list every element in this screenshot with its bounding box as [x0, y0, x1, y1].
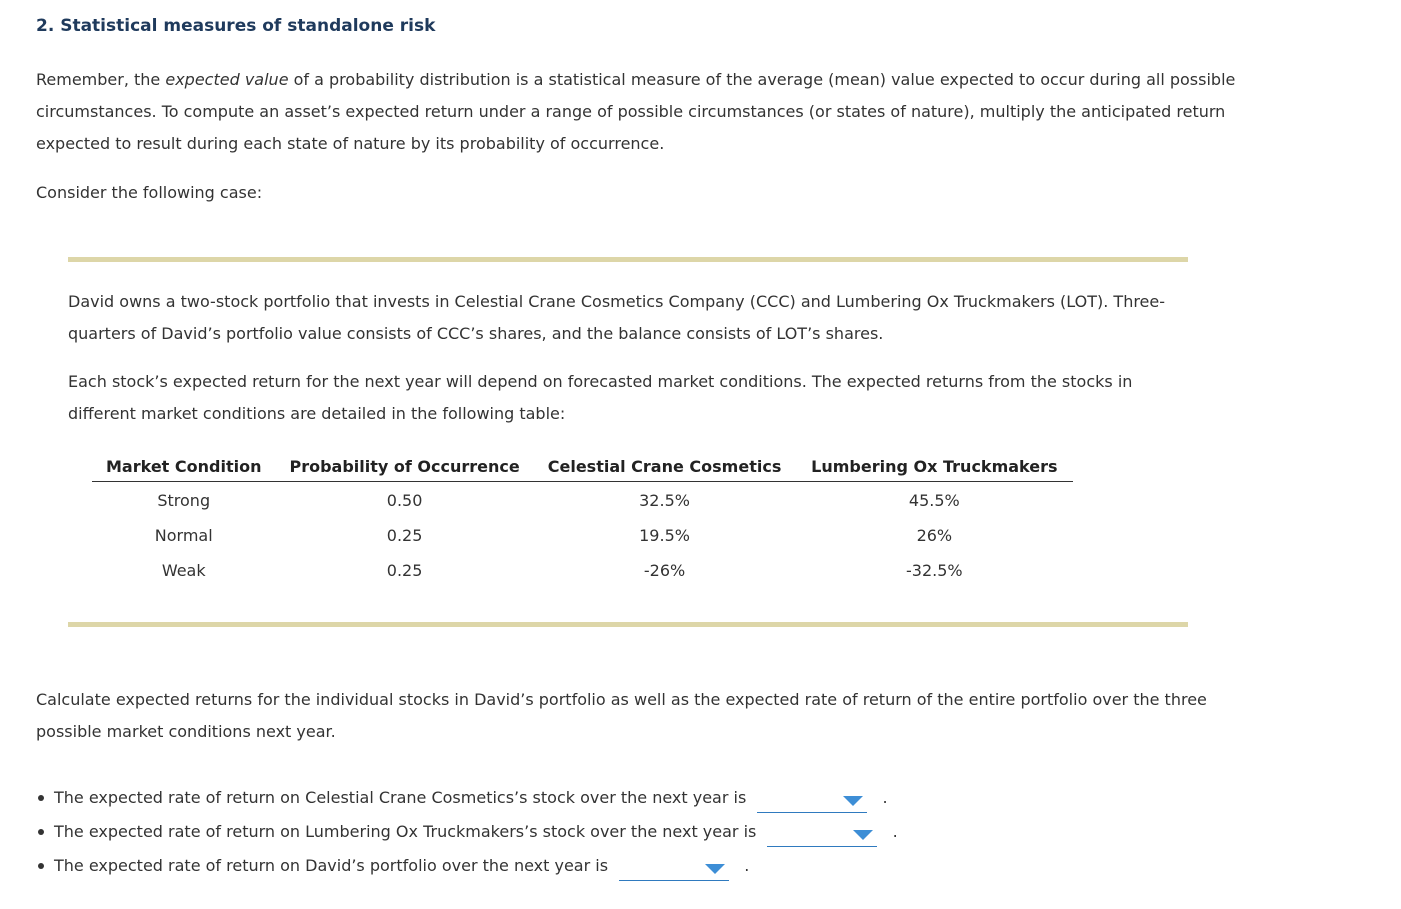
- cell-condition: Strong: [157, 490, 211, 510]
- lot-return-dropdown[interactable]: [767, 822, 878, 847]
- portfolio-return-dropdown[interactable]: [619, 856, 730, 881]
- cell-probability: 0.25: [386, 561, 423, 580]
- answer-item-ccc: The expected rate of return on Celestial…: [36, 782, 898, 816]
- case-paragraph-2: Each stock’s expected return for the nex…: [68, 372, 1133, 423]
- dropdown-caret-icon[interactable]: [705, 864, 726, 874]
- header-market-condition: Market Condition: [92, 453, 276, 482]
- table-header-row: Market Condition Probability of Occurren…: [92, 453, 1074, 482]
- section-heading: 2. Statistical measures of standalone ri…: [36, 16, 436, 36]
- returns-table: Market Condition Probability of Occurren…: [92, 453, 1074, 588]
- intro-emphasis: expected value: [165, 70, 289, 89]
- table-row: Strong 0.50 32.5% 45.5%: [92, 482, 1073, 519]
- table-row: Normal 0.25 19.5% 26%: [92, 518, 1073, 553]
- ccc-return-dropdown[interactable]: [757, 788, 868, 813]
- header-probability: Probability of Occurrence: [275, 453, 534, 482]
- dropdown-caret-icon[interactable]: [853, 830, 874, 840]
- cell-lot-return: 45.5%: [908, 490, 960, 510]
- answer-text: The expected rate of return on David’s p…: [54, 856, 609, 875]
- case-top-rule: [68, 257, 1188, 262]
- case-paragraph-1: David owns a two-stock portfolio that in…: [68, 292, 1166, 343]
- answer-text: The expected rate of return on Lumbering…: [54, 822, 757, 841]
- answer-list: The expected rate of return on Celestial…: [36, 782, 898, 884]
- header-lot: Lumbering Ox Truckmakers: [795, 453, 1074, 482]
- intro-paragraph: Remember, the expected value of a probab…: [36, 64, 1266, 160]
- cell-lot-return: 26%: [916, 526, 953, 545]
- case-box: David owns a two-stock portfolio that in…: [68, 257, 1188, 627]
- cell-condition: Weak: [161, 561, 206, 580]
- cell-ccc-return: 32.5%: [639, 490, 690, 510]
- dropdown-caret-icon[interactable]: [843, 796, 864, 806]
- cell-probability: 0.25: [386, 526, 423, 545]
- answer-item-lot: The expected rate of return on Lumbering…: [36, 816, 898, 850]
- cell-lot-return: -32.5%: [906, 561, 963, 580]
- cell-ccc-return: -26%: [643, 561, 686, 580]
- cell-probability: 0.50: [386, 490, 423, 510]
- answer-period: .: [882, 788, 888, 807]
- answer-item-portfolio: The expected rate of return on David’s p…: [36, 850, 898, 884]
- consider-text: Consider the following case:: [36, 183, 263, 202]
- answer-period: .: [744, 856, 750, 875]
- case-bottom-rule: [68, 622, 1188, 627]
- table-row: Weak 0.25 -26% -32.5%: [92, 553, 1073, 588]
- intro-text-before: Remember, the: [36, 70, 166, 89]
- header-ccc: Celestial Crane Cosmetics: [533, 453, 796, 482]
- answer-text: The expected rate of return on Celestial…: [54, 788, 747, 807]
- cell-ccc-return: 19.5%: [639, 526, 690, 545]
- question-paragraph: Calculate expected returns for the indiv…: [36, 690, 1207, 741]
- intro-text-after: of a probability distribution is a stati…: [36, 70, 1236, 153]
- answer-period: .: [892, 822, 898, 841]
- cell-condition: Normal: [154, 526, 213, 545]
